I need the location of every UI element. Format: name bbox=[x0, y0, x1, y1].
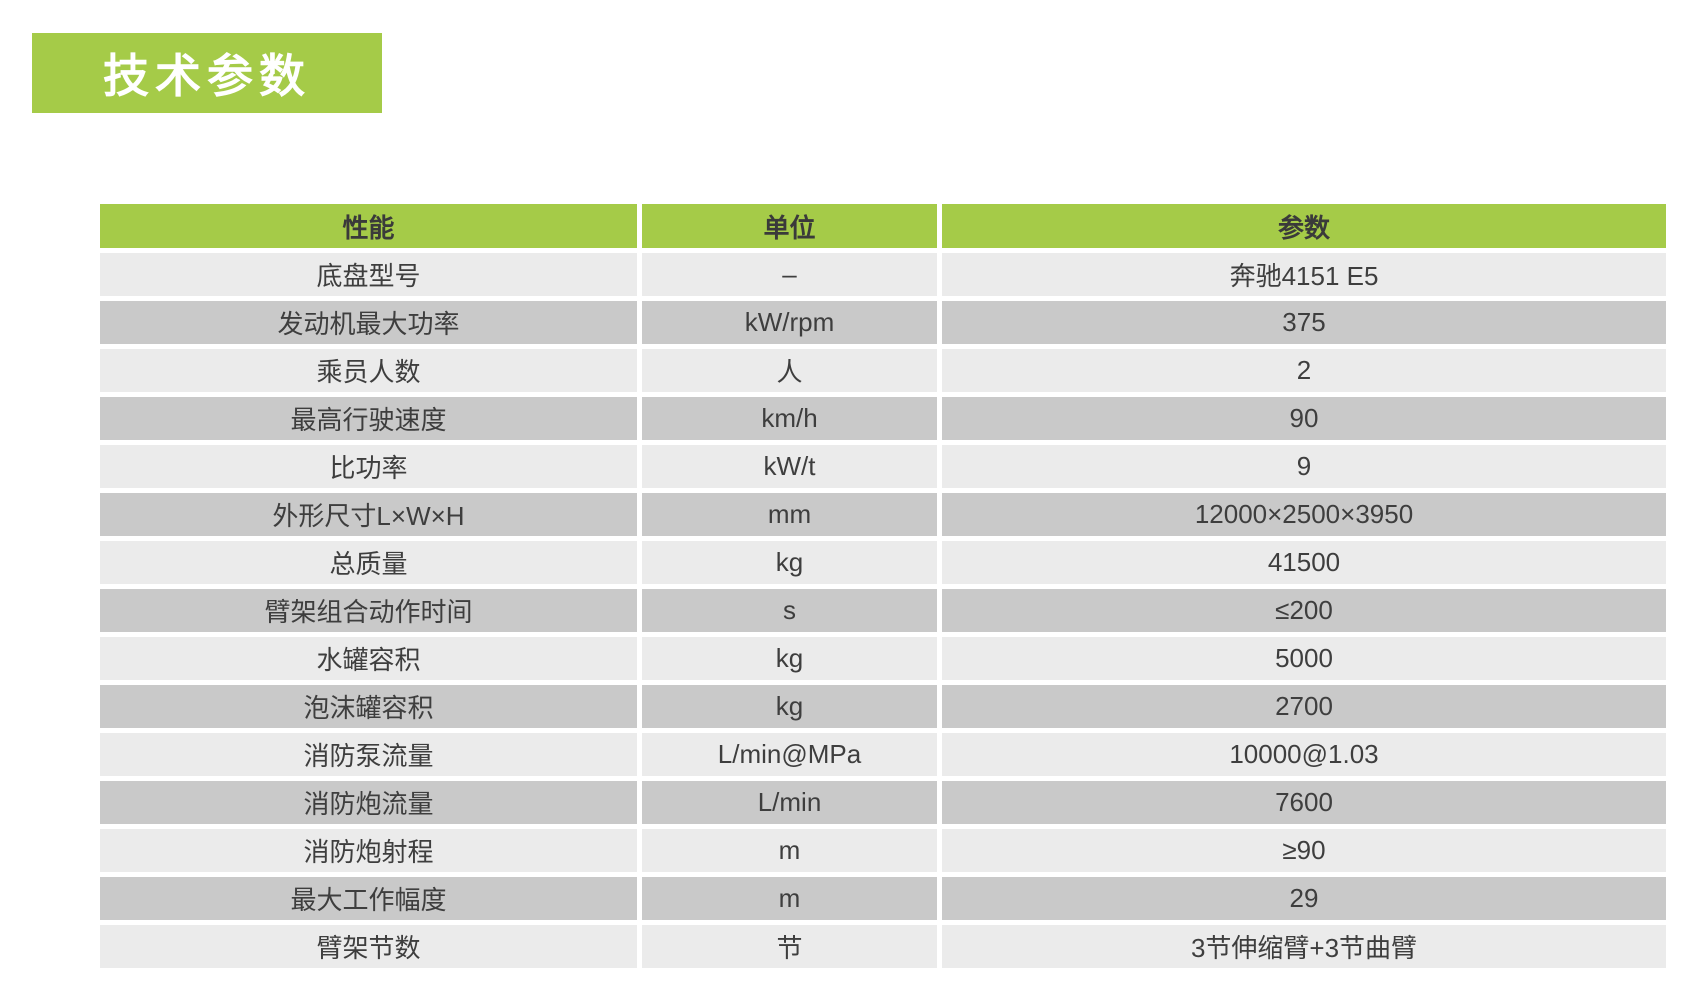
table-row: 外形尺寸L×W×H mm 12000×2500×3950 bbox=[100, 493, 1666, 536]
performance-cell: 发动机最大功率 bbox=[100, 301, 642, 344]
performance-cell: 最大工作幅度 bbox=[100, 877, 642, 920]
table-row: 底盘型号 – 奔驰4151 E5 bbox=[100, 253, 1666, 296]
spec-table-header: 性能 单位 参数 bbox=[100, 204, 1666, 248]
value-cell: 12000×2500×3950 bbox=[942, 493, 1666, 536]
unit-cell: 人 bbox=[642, 349, 942, 392]
value-cell: 29 bbox=[942, 877, 1666, 920]
col-header-unit: 单位 bbox=[642, 204, 942, 248]
value-cell: 10000@1.03 bbox=[942, 733, 1666, 776]
table-row: 发动机最大功率 kW/rpm 375 bbox=[100, 301, 1666, 344]
table-row: 臂架组合动作时间 s ≤200 bbox=[100, 589, 1666, 632]
value-cell: 5000 bbox=[942, 637, 1666, 680]
section-title: 技术参数 bbox=[103, 50, 311, 102]
unit-cell: L/min@MPa bbox=[642, 733, 942, 776]
col-header-parameter: 参数 bbox=[942, 204, 1666, 248]
performance-cell: 泡沫罐容积 bbox=[100, 685, 642, 728]
unit-cell: – bbox=[642, 253, 942, 296]
table-row: 泡沫罐容积 kg 2700 bbox=[100, 685, 1666, 728]
performance-cell: 臂架组合动作时间 bbox=[100, 589, 642, 632]
table-row: 最高行驶速度 km/h 90 bbox=[100, 397, 1666, 440]
header-row: 性能 单位 参数 bbox=[100, 204, 1666, 248]
value-cell: ≥90 bbox=[942, 829, 1666, 872]
value-cell: 奔驰4151 E5 bbox=[942, 253, 1666, 296]
table-row: 消防炮射程 m ≥90 bbox=[100, 829, 1666, 872]
spec-table: 性能 单位 参数 底盘型号 – 奔驰4151 E5 发动机最大功率 kW/rpm 375 乘… bbox=[100, 199, 1666, 973]
unit-cell: kW/rpm bbox=[642, 301, 942, 344]
table-row: 最大工作幅度 m 29 bbox=[100, 877, 1666, 920]
value-cell: 3节伸缩臂+3节曲臂 bbox=[942, 925, 1666, 968]
performance-cell: 最高行驶速度 bbox=[100, 397, 642, 440]
performance-cell: 消防炮流量 bbox=[100, 781, 642, 824]
table-row: 总质量 kg 41500 bbox=[100, 541, 1666, 584]
table-row: 消防泵流量 L/min@MPa 10000@1.03 bbox=[100, 733, 1666, 776]
table-row: 水罐容积 kg 5000 bbox=[100, 637, 1666, 680]
value-cell: 41500 bbox=[942, 541, 1666, 584]
table-row: 乘员人数人 2 bbox=[100, 349, 1666, 392]
value-cell: 90 bbox=[942, 397, 1666, 440]
unit-cell: s bbox=[642, 589, 942, 632]
performance-cell: 臂架节数 bbox=[100, 925, 642, 968]
unit-cell: m bbox=[642, 829, 942, 872]
unit-cell: kW/t bbox=[642, 445, 942, 488]
value-cell: ≤200 bbox=[942, 589, 1666, 632]
unit-cell: km/h bbox=[642, 397, 942, 440]
value-cell: 7600 bbox=[942, 781, 1666, 824]
value-cell: 2 bbox=[942, 349, 1666, 392]
performance-cell: 总质量 bbox=[100, 541, 642, 584]
spec-table-body: 底盘型号 – 奔驰4151 E5 发动机最大功率 kW/rpm 375 乘员人数人 2 最高行驶… bbox=[100, 253, 1666, 968]
performance-cell: 水罐容积 bbox=[100, 637, 642, 680]
performance-cell: 乘员人数 bbox=[100, 349, 642, 392]
performance-cell: 外形尺寸L×W×H bbox=[100, 493, 642, 536]
value-cell: 375 bbox=[942, 301, 1666, 344]
value-cell: 9 bbox=[942, 445, 1666, 488]
unit-cell: kg bbox=[642, 685, 942, 728]
table-row: 比功率 kW/t 9 bbox=[100, 445, 1666, 488]
performance-cell: 消防炮射程 bbox=[100, 829, 642, 872]
section-title-banner: 技术参数 bbox=[32, 33, 382, 113]
unit-cell: L/min bbox=[642, 781, 942, 824]
table-row: 臂架节数节 3节伸缩臂+3节曲臂 bbox=[100, 925, 1666, 968]
table-row: 消防炮流量 L/min 7600 bbox=[100, 781, 1666, 824]
unit-cell: m bbox=[642, 877, 942, 920]
unit-cell: kg bbox=[642, 637, 942, 680]
performance-cell: 消防泵流量 bbox=[100, 733, 642, 776]
unit-cell: mm bbox=[642, 493, 942, 536]
value-cell: 2700 bbox=[942, 685, 1666, 728]
performance-cell: 底盘型号 bbox=[100, 253, 642, 296]
unit-cell: 节 bbox=[642, 925, 942, 968]
performance-cell: 比功率 bbox=[100, 445, 642, 488]
unit-cell: kg bbox=[642, 541, 942, 584]
col-header-performance: 性能 bbox=[100, 204, 642, 248]
